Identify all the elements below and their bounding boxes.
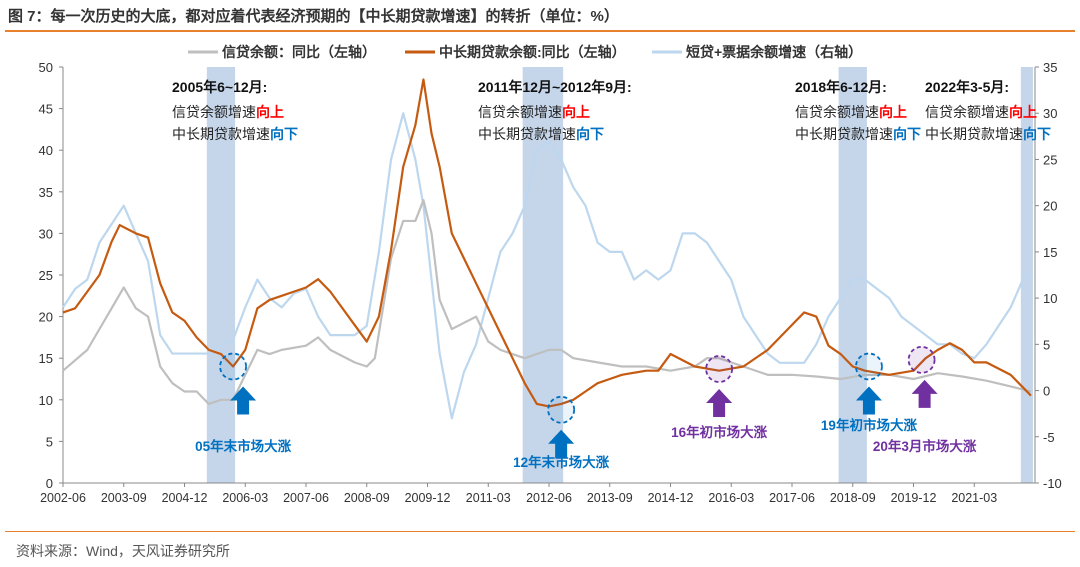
right-tick-label: 10: [1043, 291, 1057, 306]
callout-text: 信贷余额增速: [172, 104, 256, 120]
callout-up-text: 向上: [1009, 104, 1037, 120]
callout-heading: 2022年3-5月:: [925, 79, 1009, 95]
left-tick-label: 40: [39, 143, 53, 158]
callout-text: 中长期贷款增速: [795, 126, 893, 142]
right-tick-label: 5: [1043, 337, 1050, 352]
dashed-circle-marker: [855, 352, 883, 381]
x-tick-label: 2004-12: [162, 491, 208, 505]
legend-label-1: 中长期贷款余额:同比（左轴）: [439, 44, 626, 60]
callout-heading: 2005年6~12月:: [172, 79, 267, 95]
x-tick-label: 2018-09: [830, 491, 876, 505]
dashed-circle-marker: [547, 395, 576, 424]
legend-label-2: 短贷+票据余额增速（右轴）: [686, 44, 862, 60]
marker-label: 19年初市场大涨: [821, 417, 918, 433]
callout-line-2: 中长期贷款增速向下: [478, 126, 604, 142]
callout-down-text: 向下: [1023, 126, 1051, 142]
left-tick-label: 35: [39, 185, 53, 200]
callout-text: 信贷余额增速: [478, 104, 562, 120]
left-tick-label: 30: [39, 226, 53, 241]
right-tick-label: 20: [1043, 199, 1057, 214]
up-arrow-icon: [855, 386, 882, 415]
dashed-circle-marker: [219, 352, 248, 381]
callout-line-1: 信贷余额增速向上: [925, 104, 1037, 120]
up-arrow-icon: [911, 379, 938, 408]
x-tick-label: 2016-03: [708, 491, 754, 505]
callout-text: 中长期贷款增速: [478, 126, 576, 142]
right-tick-label: 25: [1043, 152, 1057, 167]
x-tick-label: 2008-09: [344, 491, 390, 505]
x-tick-label: 2009-12: [405, 491, 451, 505]
left-tick-label: 45: [39, 102, 53, 117]
shaded-band-0: [206, 67, 236, 483]
figure-title: 图 7：每一次历史的大底，都对应着代表经济预期的【中长期贷款增速】的转折（单位：…: [8, 8, 619, 25]
shaded-band-1: [522, 67, 564, 483]
source-note: 资料来源：Wind，天风证券研究所: [16, 543, 230, 559]
series-line-0: [62, 199, 1032, 406]
left-tick-label: 10: [39, 393, 53, 408]
right-tick-label: -5: [1043, 430, 1055, 445]
x-tick-label: 2019-12: [891, 491, 937, 505]
marker-label: 16年初市场大涨: [671, 424, 768, 440]
chart: 0 5 10 15 20 25 30 35 40 45 50 -10 -5 0 5 10 15 20 25 30 35 2…: [39, 44, 1062, 505]
bottom-divider: [5, 531, 1075, 532]
x-tick-label: 2013-09: [587, 491, 633, 505]
callout-up-text: 向上: [562, 104, 590, 120]
marker-label: 12年末市场大涨: [513, 454, 610, 470]
left-tick-label: 5: [46, 434, 53, 449]
callout-text: 中长期贷款增速: [172, 126, 270, 142]
up-arrow-icon: [230, 386, 257, 415]
up-arrow-icon: [706, 389, 733, 418]
callout-up-text: 向上: [879, 104, 907, 120]
callout-text: 信贷余额增速: [795, 104, 879, 120]
right-tick-label: 30: [1043, 106, 1057, 121]
shaded-band-2: [838, 67, 867, 483]
callout-line-1: 信贷余额增速向上: [478, 104, 590, 120]
dashed-circle-marker: [907, 345, 936, 374]
callout-heading: 2011年12月~2012年9月:: [478, 79, 632, 95]
left-tick-label: 20: [39, 310, 53, 325]
left-tick-label: 15: [39, 351, 53, 366]
callout-line-2: 中长期贷款增速向下: [172, 126, 298, 142]
up-arrow-icon: [548, 429, 575, 458]
dashed-circle-marker: [705, 355, 733, 383]
callout-text: 信贷余额增速: [925, 104, 1009, 120]
x-tick-label: 2014-12: [648, 491, 694, 505]
right-tick-label: -10: [1043, 476, 1062, 491]
right-tick-label: 35: [1043, 60, 1057, 75]
left-tick-label: 50: [39, 60, 53, 75]
x-tick-label: 2006-03: [222, 491, 268, 505]
callout-line-2: 中长期贷款增速向下: [795, 126, 921, 142]
marker-label: 05年末市场大涨: [195, 438, 292, 454]
x-tick-label: 2011-03: [466, 491, 511, 505]
callout-line-2: 中长期贷款增速向下: [925, 126, 1051, 142]
right-tick-label: 0: [1043, 384, 1050, 399]
x-tick-label: 2021-03: [951, 491, 997, 505]
marker-label: 20年3月市场大涨: [873, 438, 977, 454]
callout-text: 中长期贷款增速: [925, 126, 1023, 142]
callout-down-text: 向下: [576, 126, 604, 142]
left-tick-label: 0: [46, 476, 53, 491]
right-tick-label: 15: [1043, 245, 1057, 260]
x-tick-label: 2017-06: [769, 491, 815, 505]
callout-line-1: 信贷余额增速向上: [795, 104, 907, 120]
left-tick-label: 25: [39, 268, 53, 283]
series-line-2: [62, 112, 1032, 420]
x-tick-label: 2007-06: [283, 491, 329, 505]
callout-down-text: 向下: [270, 126, 298, 142]
series-line-1: [62, 78, 1032, 408]
callout-line-1: 信贷余额增速向上: [172, 104, 284, 120]
legend-label-0: 信贷余额：同比（左轴）: [222, 44, 376, 60]
callout-up-text: 向上: [256, 104, 284, 120]
callout-heading: 2018年6-12月:: [795, 79, 887, 95]
callout-down-text: 向下: [893, 126, 921, 142]
top-divider: [5, 30, 1075, 32]
x-tick-label: 2002-06: [40, 491, 86, 505]
x-tick-label: 2003-09: [101, 491, 147, 505]
x-tick-label: 2012-06: [526, 491, 572, 505]
